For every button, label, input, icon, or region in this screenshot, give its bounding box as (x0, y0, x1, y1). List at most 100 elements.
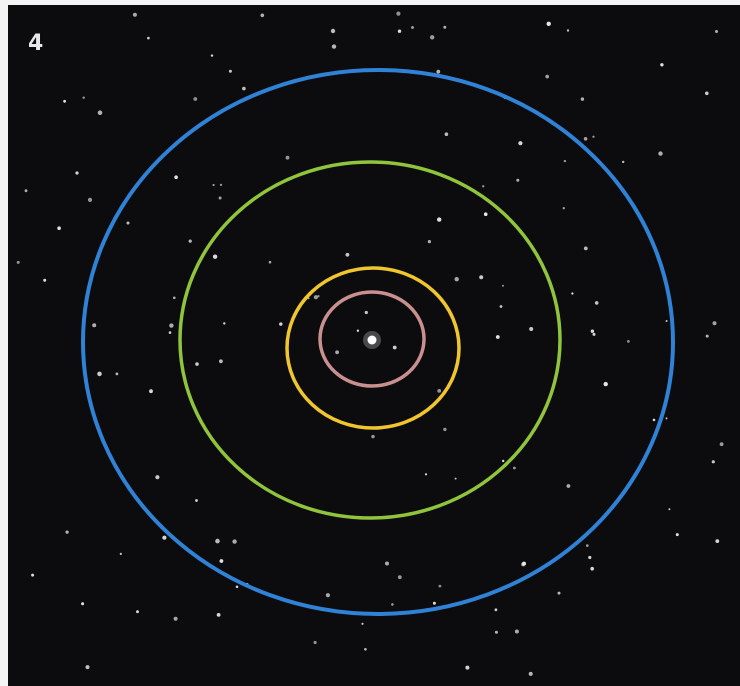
star (188, 239, 192, 243)
star (392, 345, 397, 350)
star (586, 544, 589, 547)
star (437, 389, 442, 393)
star (126, 221, 130, 225)
star (85, 665, 90, 670)
star (31, 573, 35, 577)
star (169, 323, 174, 328)
star (268, 260, 272, 264)
star (545, 74, 549, 79)
star (219, 559, 224, 563)
star (75, 171, 79, 175)
star (622, 160, 625, 164)
star (115, 372, 119, 376)
star (571, 292, 574, 295)
star (193, 97, 198, 101)
star (444, 132, 449, 136)
star (331, 44, 337, 49)
green-orbit (178, 160, 562, 520)
star (371, 434, 375, 439)
star (397, 29, 402, 33)
star (356, 329, 360, 332)
star (712, 321, 717, 326)
star (715, 539, 720, 543)
star (566, 484, 571, 488)
star (218, 196, 222, 200)
star (391, 603, 394, 606)
star (502, 459, 505, 463)
star (424, 473, 428, 476)
star (705, 91, 709, 96)
star (660, 63, 664, 67)
star (454, 277, 459, 282)
star (195, 362, 199, 366)
star (63, 99, 66, 103)
star (580, 97, 585, 101)
star (482, 185, 485, 188)
star (588, 555, 592, 560)
star (443, 427, 447, 432)
star (705, 334, 709, 338)
star (432, 601, 436, 605)
star (210, 54, 214, 57)
star (483, 212, 488, 216)
star (438, 584, 442, 588)
star (427, 240, 431, 244)
star (436, 69, 441, 74)
blue-orbit (81, 68, 675, 616)
star (81, 602, 85, 606)
star (16, 260, 20, 264)
star (87, 197, 93, 202)
star (174, 175, 178, 179)
star (454, 477, 457, 480)
star (24, 189, 28, 193)
star (516, 178, 520, 182)
figure-number: 4 (28, 31, 43, 56)
yellow-orbit (285, 266, 461, 430)
star (65, 530, 69, 534)
star (715, 30, 718, 33)
star (313, 640, 317, 645)
star (147, 36, 150, 40)
star (437, 217, 442, 222)
star (668, 508, 671, 511)
star (499, 305, 503, 308)
central-star (367, 335, 377, 345)
star (397, 575, 402, 580)
star (57, 226, 61, 230)
star (566, 29, 570, 32)
star (430, 35, 435, 40)
star (528, 671, 533, 676)
star (522, 561, 526, 566)
star (216, 613, 221, 617)
star (479, 275, 484, 280)
star (557, 591, 561, 595)
star (43, 278, 47, 282)
star (411, 26, 414, 29)
star (590, 329, 595, 333)
star (364, 310, 368, 315)
star (583, 246, 588, 251)
star (603, 381, 608, 387)
stars (16, 11, 724, 676)
star (529, 327, 534, 331)
star (518, 141, 523, 146)
star (443, 25, 447, 29)
star (195, 499, 198, 502)
star (82, 96, 85, 99)
star (719, 442, 724, 447)
star (335, 350, 339, 355)
star (514, 629, 519, 634)
star (97, 110, 103, 115)
star (136, 610, 139, 614)
star (361, 622, 364, 625)
star (592, 332, 596, 336)
star (465, 665, 470, 670)
star (235, 585, 239, 589)
star (675, 533, 679, 537)
star (173, 616, 178, 621)
star (396, 11, 401, 16)
star (658, 151, 663, 156)
star (563, 159, 567, 163)
star (92, 323, 97, 328)
